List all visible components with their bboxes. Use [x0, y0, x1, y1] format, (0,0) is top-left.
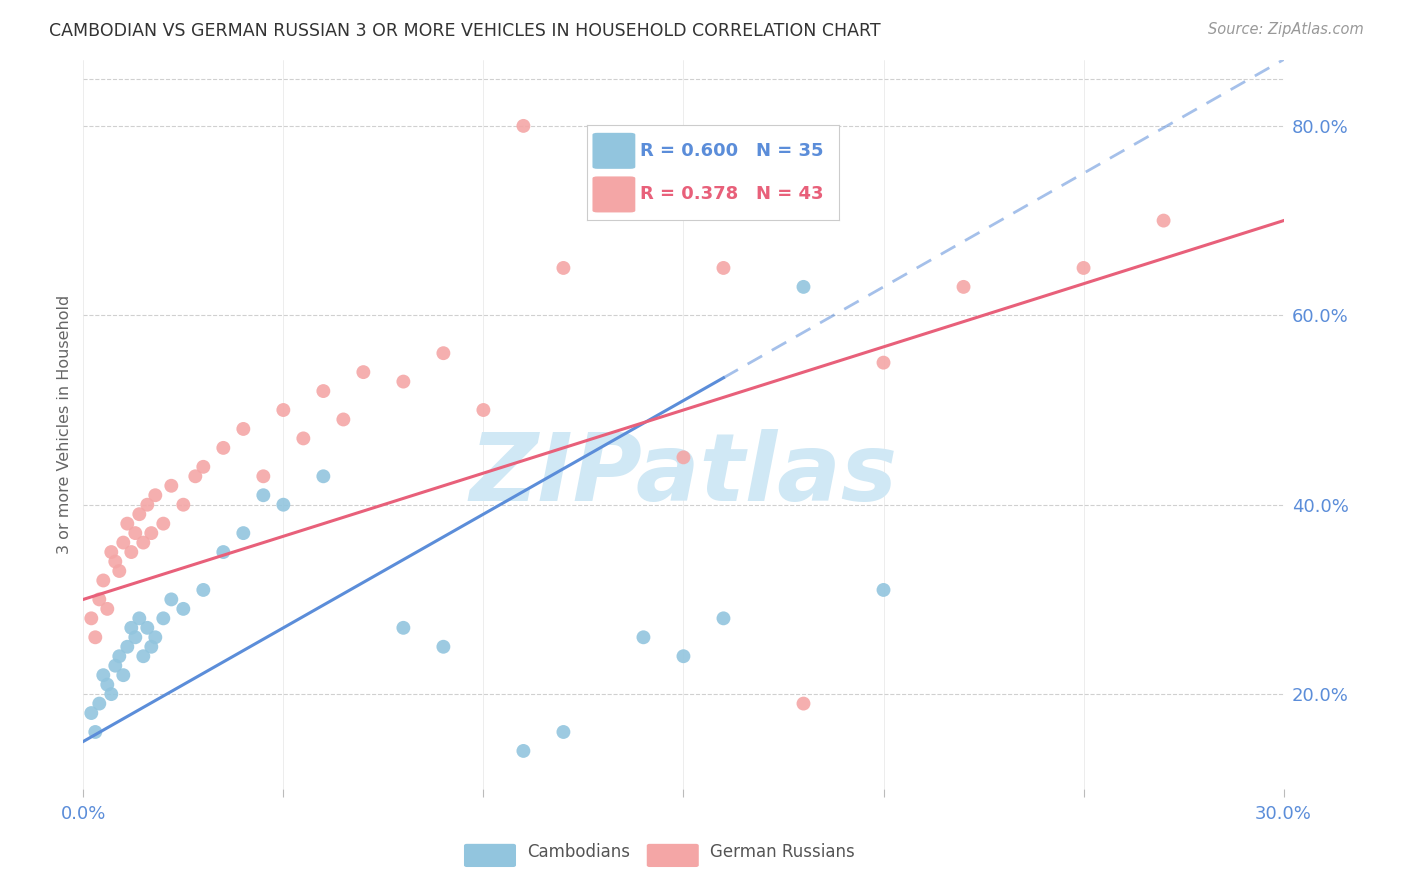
Point [80, 611, 103, 625]
Point [352, 365, 374, 379]
Point [292, 431, 315, 445]
Point [120, 545, 142, 559]
Point [117, 516, 139, 531]
Point [212, 441, 235, 455]
Point [672, 649, 695, 664]
Point [672, 450, 695, 465]
Point [89, 592, 111, 607]
Point [141, 526, 163, 541]
Text: CAMBODIAN VS GERMAN RUSSIAN 3 OR MORE VEHICLES IN HOUSEHOLD CORRELATION CHART: CAMBODIAN VS GERMAN RUSSIAN 3 OR MORE VE… [49, 22, 880, 40]
Point [512, 119, 534, 133]
Point [120, 621, 142, 635]
Point [172, 602, 194, 616]
Point [100, 545, 122, 559]
Y-axis label: 3 or more Vehicles in Household: 3 or more Vehicles in Household [58, 294, 72, 554]
Point [392, 621, 415, 635]
Point [633, 630, 655, 644]
Point [100, 687, 122, 701]
Point [112, 535, 135, 549]
Point [128, 507, 150, 521]
Text: Cambodians: Cambodians [527, 843, 630, 861]
Point [143, 630, 166, 644]
Point [232, 526, 254, 541]
Point [112, 668, 135, 682]
Point [152, 611, 174, 625]
Point [872, 582, 894, 597]
Point [108, 649, 131, 664]
Point [132, 535, 155, 549]
Point [160, 592, 183, 607]
Point [143, 488, 166, 502]
Point [117, 640, 139, 654]
Point [104, 555, 127, 569]
Point [132, 649, 155, 664]
Point [952, 280, 974, 294]
Text: German Russians: German Russians [710, 843, 855, 861]
Point [193, 582, 215, 597]
Point [96, 602, 118, 616]
Point [84, 630, 107, 644]
Point [124, 630, 146, 644]
Point [91, 668, 114, 682]
Point [1153, 213, 1175, 227]
Point [312, 469, 335, 483]
Point [472, 403, 495, 417]
Point [252, 469, 274, 483]
Point [713, 611, 735, 625]
Point [104, 658, 127, 673]
Point [141, 640, 163, 654]
Point [136, 621, 159, 635]
Point [84, 725, 107, 739]
Point [91, 574, 114, 588]
Point [392, 375, 415, 389]
Point [432, 640, 454, 654]
Point [872, 356, 894, 370]
Point [172, 498, 194, 512]
Point [512, 744, 534, 758]
Point [212, 545, 235, 559]
Point [792, 697, 814, 711]
Point [184, 469, 207, 483]
Point [312, 384, 335, 398]
Point [553, 260, 575, 275]
Point [332, 412, 354, 426]
Point [152, 516, 174, 531]
Point [128, 611, 150, 625]
Point [252, 488, 274, 502]
Text: ZIPatlas: ZIPatlas [470, 429, 897, 521]
Point [553, 725, 575, 739]
Point [432, 346, 454, 360]
Point [193, 459, 215, 474]
Point [1073, 260, 1095, 275]
Point [273, 403, 295, 417]
Text: Source: ZipAtlas.com: Source: ZipAtlas.com [1208, 22, 1364, 37]
Point [273, 498, 295, 512]
Point [592, 194, 614, 209]
Point [124, 526, 146, 541]
Point [792, 280, 814, 294]
Point [89, 697, 111, 711]
Point [160, 479, 183, 493]
Point [96, 678, 118, 692]
Point [713, 260, 735, 275]
Point [136, 498, 159, 512]
Point [80, 706, 103, 720]
Point [108, 564, 131, 578]
Point [232, 422, 254, 436]
